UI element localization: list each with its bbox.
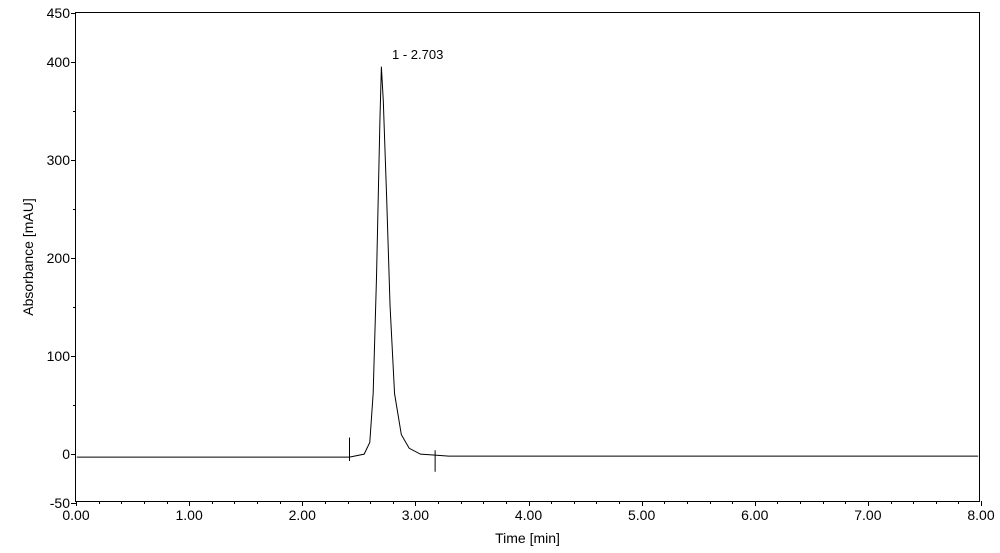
x-tick-label: 8.00 — [967, 501, 994, 523]
x-minor-tick — [234, 501, 235, 504]
y-tick-label: 450 — [47, 5, 76, 21]
x-minor-tick — [823, 501, 824, 504]
x-tick-label: 1.00 — [176, 501, 203, 523]
y-tick-label: 300 — [47, 152, 76, 168]
x-tick-label: 3.00 — [402, 501, 429, 523]
y-minor-tick — [73, 307, 76, 308]
x-minor-tick — [732, 501, 733, 504]
peak-label: 1 - 2.703 — [392, 47, 443, 62]
x-minor-tick — [777, 501, 778, 504]
x-minor-tick — [257, 501, 258, 504]
x-minor-tick — [144, 501, 145, 504]
y-tick-label: 200 — [47, 250, 76, 266]
x-minor-tick — [121, 501, 122, 504]
y-tick-label: 0 — [62, 446, 76, 462]
y-tick-label: 400 — [47, 54, 76, 70]
x-minor-tick — [325, 501, 326, 504]
x-tick-label: 7.00 — [854, 501, 881, 523]
plot-area: -5001002003004004500.001.002.003.004.005… — [75, 12, 980, 502]
y-axis-label: Absorbance [mAU] — [20, 198, 36, 316]
x-minor-tick — [280, 501, 281, 504]
x-minor-tick — [891, 501, 892, 504]
x-minor-tick — [438, 501, 439, 504]
x-minor-tick — [370, 501, 371, 504]
y-tick-label: 100 — [47, 348, 76, 364]
x-minor-tick — [664, 501, 665, 504]
x-minor-tick — [936, 501, 937, 504]
x-minor-tick — [393, 501, 394, 504]
x-minor-tick — [913, 501, 914, 504]
y-minor-tick — [73, 111, 76, 112]
y-minor-tick — [73, 209, 76, 210]
x-minor-tick — [845, 501, 846, 504]
x-minor-tick — [687, 501, 688, 504]
x-minor-tick — [596, 501, 597, 504]
x-minor-tick — [551, 501, 552, 504]
x-minor-tick — [506, 501, 507, 504]
x-tick-label: 6.00 — [741, 501, 768, 523]
x-minor-tick — [348, 501, 349, 504]
x-minor-tick — [574, 501, 575, 504]
chromatogram-container: -5001002003004004500.001.002.003.004.005… — [0, 0, 1000, 553]
x-tick-label: 5.00 — [628, 501, 655, 523]
signal-line — [77, 67, 978, 457]
chromatogram-trace — [76, 13, 979, 501]
x-minor-tick — [958, 501, 959, 504]
x-minor-tick — [99, 501, 100, 504]
x-tick-label: 0.00 — [62, 501, 89, 523]
x-minor-tick — [619, 501, 620, 504]
x-axis-label: Time [min] — [495, 530, 560, 546]
x-minor-tick — [212, 501, 213, 504]
x-minor-tick — [710, 501, 711, 504]
x-minor-tick — [167, 501, 168, 504]
x-tick-label: 4.00 — [515, 501, 542, 523]
x-minor-tick — [461, 501, 462, 504]
y-minor-tick — [73, 405, 76, 406]
x-tick-label: 2.00 — [289, 501, 316, 523]
x-minor-tick — [800, 501, 801, 504]
x-minor-tick — [483, 501, 484, 504]
